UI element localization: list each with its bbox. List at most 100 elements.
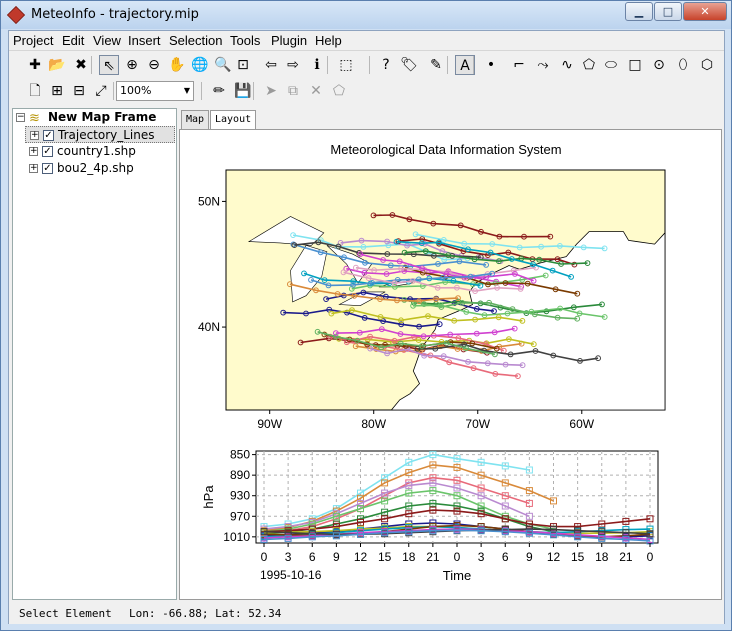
full-extent-icon[interactable]: 🌐 [191, 57, 209, 73]
tree-map-frame[interactable]: − ≋ New Map Frame [13, 109, 176, 126]
toolbar-separator [91, 56, 92, 74]
trajectory-marker [350, 278, 357, 285]
layer-checkbox[interactable]: ✓ [42, 163, 53, 174]
profile-series-marker [550, 531, 557, 539]
menu-selection[interactable]: Selection [169, 33, 223, 48]
trajectory-marker [451, 300, 458, 306]
point-icon[interactable]: • [486, 57, 496, 73]
trajectory-marker [401, 249, 408, 256]
layout-canvas[interactable]: Meteorological Data Information System 9… [179, 129, 722, 600]
expand-icon[interactable]: + [30, 130, 39, 140]
freehand-icon[interactable]: ⤳ [537, 57, 549, 73]
save-edit-icon[interactable]: 💾 [234, 83, 252, 99]
identify-zoom-icon[interactable]: 🔍 [214, 57, 232, 73]
zoom-in-icon[interactable]: ⊕ [126, 57, 138, 73]
profile-series-marker [501, 492, 509, 500]
trajectory-marker [303, 310, 309, 317]
edit-icon[interactable]: ✎ [430, 57, 442, 73]
profile-series-marker [525, 499, 533, 507]
menu-edit[interactable]: Edit [62, 33, 85, 48]
text-icon[interactable]: A [455, 55, 475, 75]
trajectory-marker [461, 240, 468, 247]
trajectory-marker [362, 259, 368, 266]
profile-series-marker [405, 489, 413, 497]
zoom-out-icon[interactable]: ⊖ [148, 57, 160, 73]
trajectory-marker [356, 329, 363, 336]
zoom-to-layer-icon[interactable]: ⊡ [237, 57, 249, 73]
expand-icon[interactable]: + [29, 163, 38, 173]
menu-view[interactable]: View [93, 33, 121, 48]
page-zoom-out-icon[interactable]: ⊟ [73, 83, 85, 99]
minimize-button[interactable]: ▁ [625, 2, 653, 21]
tree-layer-country[interactable]: + ✓ country1.shp [25, 143, 175, 160]
label-icon[interactable]: 🏷 [400, 57, 418, 73]
tree-layer-bou2[interactable]: + ✓ bou2_4p.shp [25, 160, 175, 177]
select-icon[interactable]: ⇖ [99, 55, 119, 75]
toolbar-separator [201, 82, 202, 100]
chevron-down-icon: ▼ [183, 86, 190, 95]
page-zoom-in-icon[interactable]: ⊞ [51, 83, 63, 99]
new-feature-icon[interactable]: ⧉ [288, 83, 298, 99]
page-fit-icon[interactable]: ⤢ [95, 83, 107, 99]
profile-series-marker [501, 528, 509, 536]
trajectory-marker [436, 321, 443, 328]
trajectory-marker [473, 330, 480, 337]
profile-series-marker [429, 479, 437, 487]
line-icon[interactable]: ⌐ [513, 57, 525, 73]
help-icon[interactable]: ? [382, 57, 390, 73]
profile-series-marker [477, 510, 485, 518]
layer-checkbox[interactable]: ✓ [42, 146, 53, 157]
trajectory-marker [360, 289, 367, 296]
reshape-icon[interactable]: ⬠ [332, 83, 346, 99]
back-icon[interactable]: ⇦ [265, 57, 277, 73]
info-icon[interactable]: ℹ [314, 57, 320, 73]
edit-tool-icon[interactable]: ➤ [265, 83, 277, 99]
circle-icon[interactable]: ⊙ [653, 57, 665, 73]
remove-layer-icon[interactable]: ✖ [75, 57, 87, 73]
tab-map[interactable]: Map [181, 110, 210, 130]
menu-help[interactable]: Help [315, 33, 342, 48]
trajectory-marker [491, 329, 498, 336]
tree-layer-trajectory[interactable]: + ✓ Trajectory_Lines [25, 126, 175, 143]
rectangle-icon[interactable]: □ [628, 57, 642, 73]
curve-polygon-icon[interactable]: ⬭ [605, 57, 617, 73]
profile-series-marker [525, 466, 533, 474]
trajectory-line [413, 300, 603, 314]
trajectory-marker [524, 280, 531, 287]
collapse-icon[interactable]: − [16, 112, 25, 122]
forward-icon[interactable]: ⇨ [287, 57, 299, 73]
pan-icon[interactable]: ✋ [168, 57, 186, 73]
x-tick-label: 6 [502, 550, 509, 564]
tab-layout[interactable]: Layout [210, 110, 257, 131]
trajectory-marker [554, 314, 561, 321]
title-bar[interactable]: MeteoInfo - trajectory.mip ▁ □ ✕ [1, 1, 731, 29]
expand-icon[interactable]: + [29, 146, 38, 156]
menu-tools[interactable]: Tools [230, 33, 261, 48]
profile-series-marker [477, 492, 485, 500]
add-layer-icon[interactable]: ✚ [29, 57, 41, 73]
trajectory-marker [486, 299, 493, 306]
page-setup-icon[interactable]: 🗋 [29, 83, 41, 99]
maximize-button[interactable]: □ [654, 2, 682, 21]
open-icon[interactable]: 📂 [48, 57, 66, 73]
ellipse-icon[interactable]: ⬯ [678, 57, 688, 73]
close-button[interactable]: ✕ [683, 2, 727, 21]
menu-plugin[interactable]: Plugin [271, 33, 308, 48]
trajectory-marker [568, 274, 575, 280]
polygon-icon[interactable]: ⬠ [582, 57, 596, 73]
delete-feature-icon[interactable]: ✕ [310, 83, 322, 99]
menu-insert[interactable]: Insert [128, 33, 161, 48]
menu-project[interactable]: Project [13, 33, 54, 48]
layer-checkbox[interactable]: ✓ [43, 130, 54, 141]
trajectory-marker [532, 348, 539, 354]
lake-shape [326, 245, 373, 284]
freehand-polygon-icon[interactable]: ⬡ [700, 57, 714, 73]
curve-icon[interactable]: ∿ [561, 57, 573, 73]
trajectory-marker [416, 323, 423, 330]
zoom-select[interactable]: 100% ▼ [116, 81, 194, 101]
select-features-icon[interactable]: ⬚ [339, 57, 353, 73]
trajectory-marker [404, 242, 411, 249]
trajectory-marker [377, 296, 383, 303]
trajectory-line [331, 309, 523, 322]
edit-vertices-icon[interactable]: ✏ [213, 83, 225, 99]
